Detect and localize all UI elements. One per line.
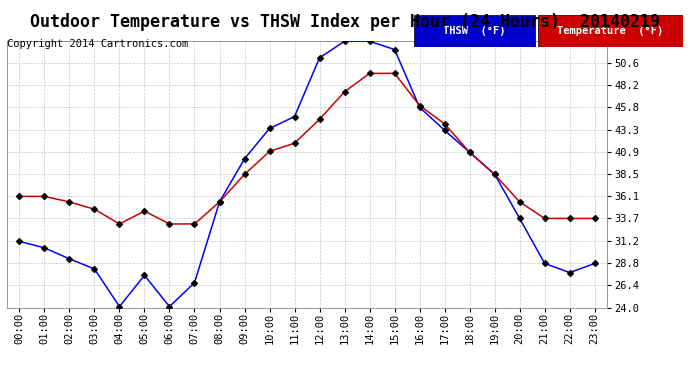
Text: Outdoor Temperature vs THSW Index per Hour (24 Hours)  20140219: Outdoor Temperature vs THSW Index per Ho… <box>30 13 660 31</box>
Text: Copyright 2014 Cartronics.com: Copyright 2014 Cartronics.com <box>7 39 188 50</box>
FancyBboxPatch shape <box>538 15 683 47</box>
FancyBboxPatch shape <box>414 15 535 47</box>
Text: Temperature  (°F): Temperature (°F) <box>558 26 664 36</box>
Text: THSW  (°F): THSW (°F) <box>443 26 506 36</box>
